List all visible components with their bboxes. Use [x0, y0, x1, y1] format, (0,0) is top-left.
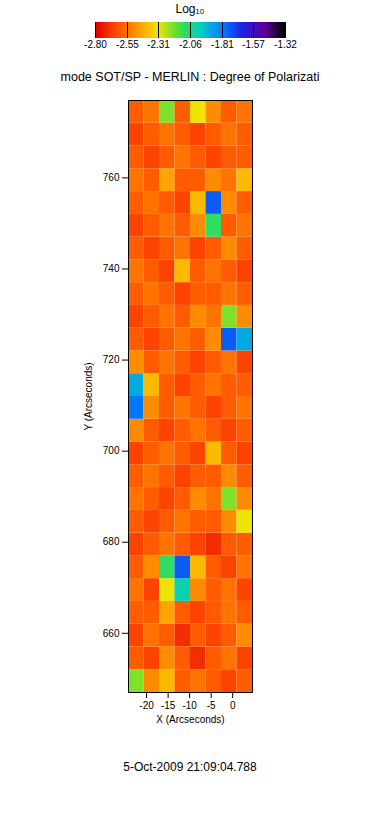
svg-text:-2.55: -2.55	[116, 39, 139, 50]
svg-text:-15: -15	[161, 700, 176, 711]
svg-text:-1.32: -1.32	[274, 39, 297, 50]
svg-text:-5: -5	[207, 700, 216, 711]
svg-text:-20: -20	[139, 700, 154, 711]
svg-text:-10: -10	[182, 700, 197, 711]
svg-text:-1.81: -1.81	[211, 39, 234, 50]
svg-text:X (Arcseconds): X (Arcseconds)	[156, 714, 224, 725]
svg-text:760: 760	[103, 172, 120, 183]
html-text:Log₁₀: Log₁₀	[175, 2, 205, 16]
svg-text:700: 700	[103, 445, 120, 456]
svg-text:660: 660	[103, 628, 120, 639]
svg-text:-1.57: -1.57	[242, 39, 265, 50]
html-text:5-Oct-2009 21:09:04.788: 5-Oct-2009 21:09:04.788	[123, 760, 257, 774]
svg-text:720: 720	[103, 354, 120, 365]
svg-text:-2.80: -2.80	[84, 39, 107, 50]
svg-text:-2.31: -2.31	[147, 39, 170, 50]
svg-text:-2.06: -2.06	[179, 39, 202, 50]
svg-text:0: 0	[230, 700, 236, 711]
svg-text:Y (Arcseconds): Y (Arcseconds)	[83, 362, 94, 430]
html-text:mode SOT/SP - MERLIN : Degree: mode SOT/SP - MERLIN : Degree of Polariz…	[60, 70, 320, 84]
svg-text:740: 740	[103, 263, 120, 274]
svg-text:680: 680	[103, 536, 120, 547]
